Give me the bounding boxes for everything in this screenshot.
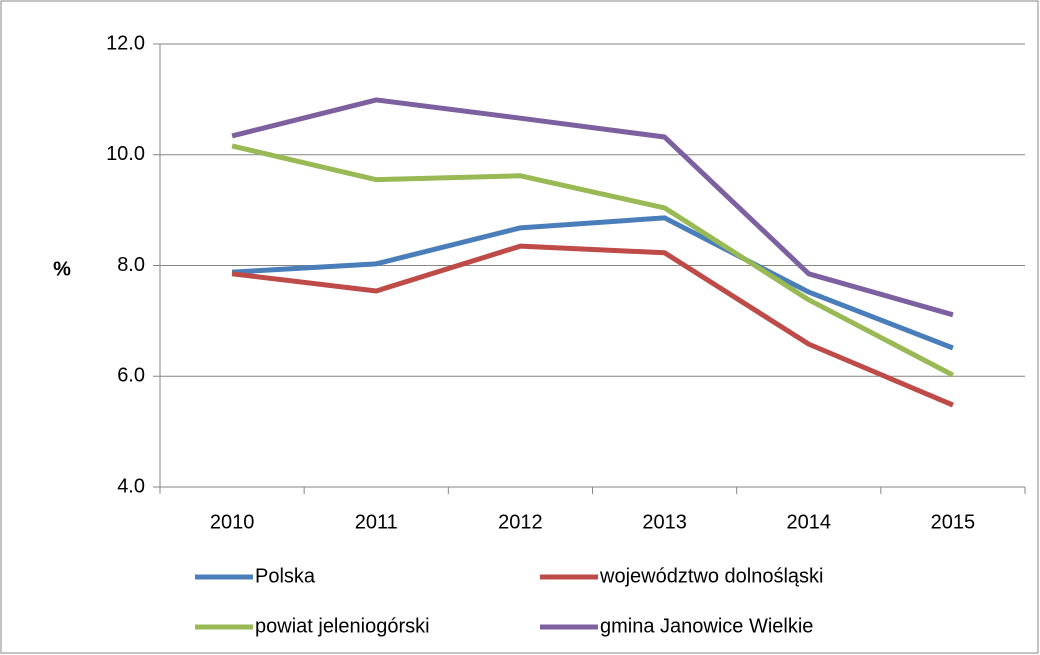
x-tick-label: 2013: [642, 511, 687, 533]
y-tick-label: 4.0: [117, 475, 145, 497]
legend-label: województwo dolnośląski: [599, 565, 823, 587]
y-tick-label: 6.0: [117, 365, 145, 387]
x-tick-label: 2012: [498, 511, 543, 533]
x-tick-label: 2011: [355, 511, 398, 533]
y-tick-label: 12.0: [106, 32, 145, 54]
x-tick-label: 2014: [787, 511, 832, 533]
x-tick-label: 2015: [931, 511, 976, 533]
y-tick-label: 8.0: [117, 254, 145, 276]
y-axis-label: %: [53, 258, 71, 280]
legend-label: powiat jeleniogórski: [255, 615, 430, 637]
series-line: [231, 97, 954, 318]
x-tick-label: 2010: [210, 511, 255, 533]
series-line: [231, 243, 954, 408]
series-line: [231, 215, 954, 351]
legend-label: Polska: [255, 565, 316, 587]
series-line: [231, 143, 955, 378]
legend-label: gmina Janowice Wielkie: [600, 615, 813, 637]
y-tick-label: 10.0: [106, 143, 145, 165]
